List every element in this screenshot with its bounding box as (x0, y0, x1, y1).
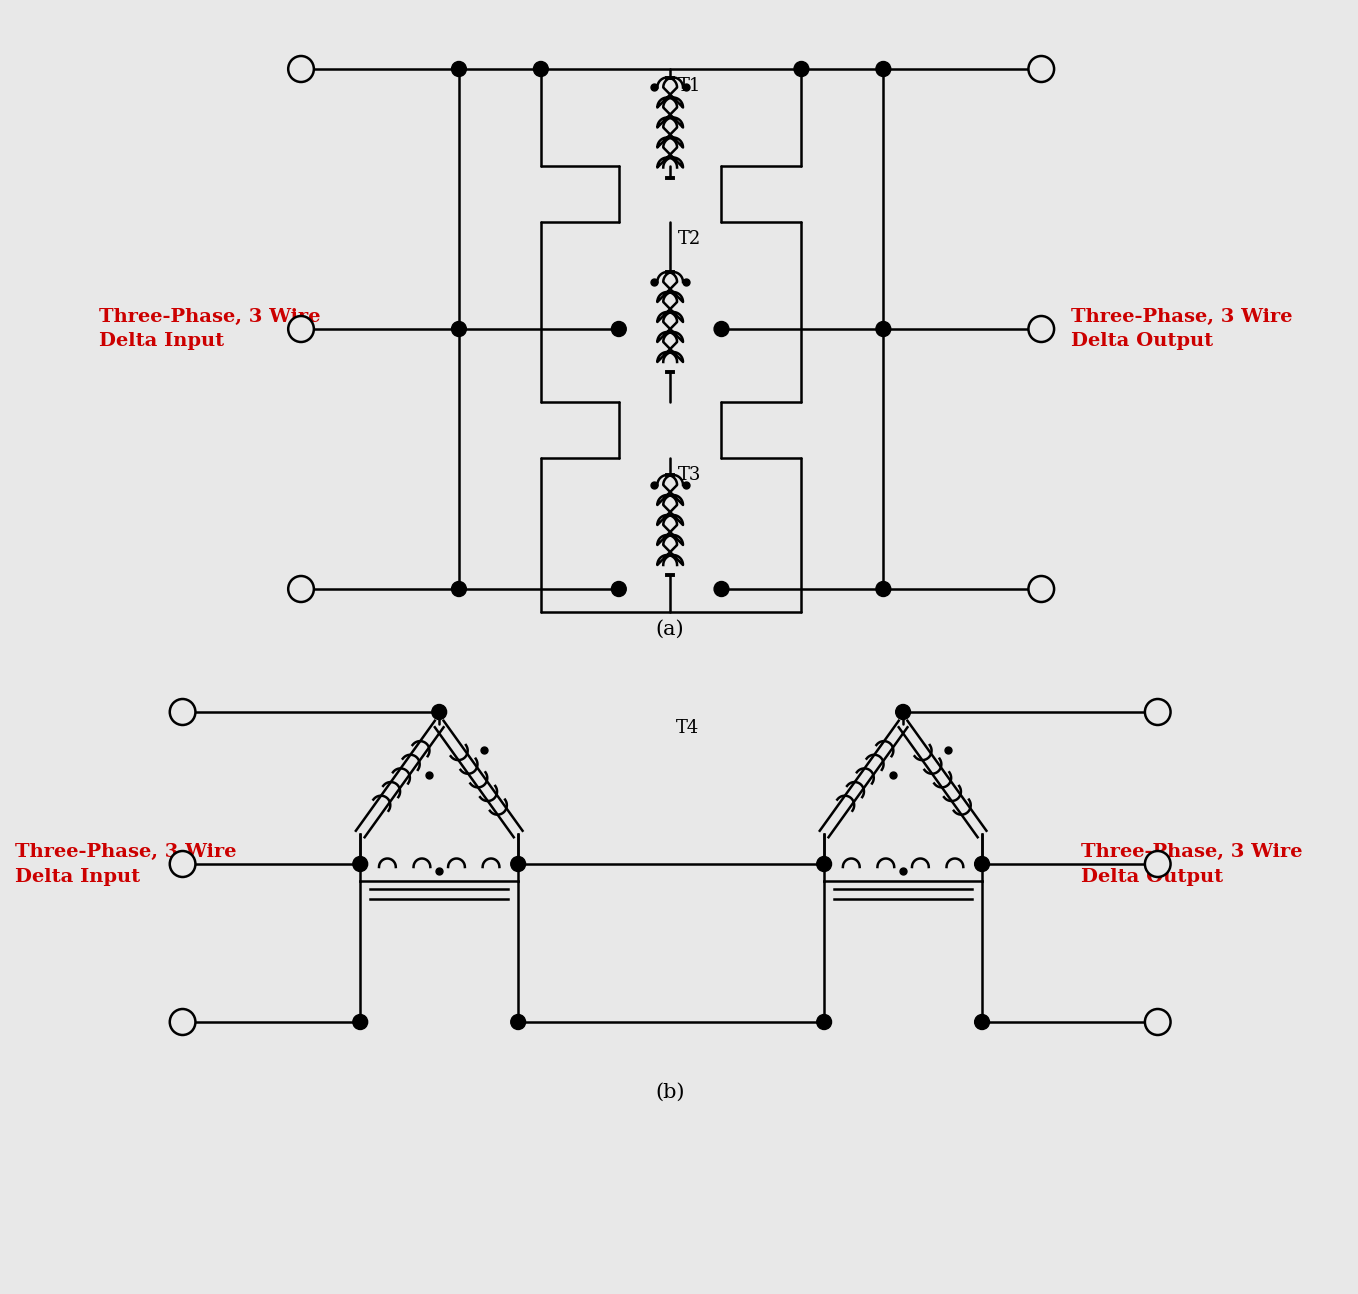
Circle shape (353, 857, 368, 871)
Circle shape (1028, 576, 1054, 602)
Circle shape (1145, 699, 1171, 725)
Text: (a): (a) (656, 620, 684, 638)
Circle shape (452, 321, 466, 336)
Circle shape (876, 581, 891, 597)
Circle shape (611, 581, 626, 597)
Circle shape (511, 857, 526, 871)
Circle shape (816, 1014, 831, 1030)
Circle shape (353, 1014, 368, 1030)
Circle shape (975, 1014, 990, 1030)
Text: Three-Phase, 3 Wire
Delta Input: Three-Phase, 3 Wire Delta Input (99, 308, 320, 351)
Circle shape (288, 576, 314, 602)
Circle shape (611, 321, 626, 336)
Circle shape (452, 62, 466, 76)
Text: Three-Phase, 3 Wire
Delta Output: Three-Phase, 3 Wire Delta Output (1081, 842, 1302, 885)
Text: T4: T4 (676, 719, 699, 738)
Text: Three-Phase, 3 Wire
Delta Output: Three-Phase, 3 Wire Delta Output (1071, 308, 1293, 351)
Text: T2: T2 (678, 230, 701, 248)
Circle shape (432, 704, 447, 719)
Text: T1: T1 (678, 78, 702, 94)
Circle shape (170, 851, 196, 877)
Circle shape (816, 857, 831, 871)
Circle shape (288, 56, 314, 82)
Circle shape (1028, 56, 1054, 82)
Circle shape (170, 1009, 196, 1035)
Circle shape (288, 316, 314, 342)
Circle shape (1028, 316, 1054, 342)
Circle shape (1145, 1009, 1171, 1035)
Circle shape (170, 699, 196, 725)
Circle shape (1145, 851, 1171, 877)
Circle shape (511, 1014, 526, 1030)
Circle shape (876, 62, 891, 76)
Circle shape (534, 62, 549, 76)
Circle shape (896, 704, 910, 719)
Circle shape (452, 581, 466, 597)
Circle shape (794, 62, 809, 76)
Text: Three-Phase, 3 Wire
Delta Input: Three-Phase, 3 Wire Delta Input (15, 842, 236, 885)
Circle shape (975, 857, 990, 871)
Circle shape (876, 321, 891, 336)
Text: (b): (b) (656, 1083, 684, 1101)
Circle shape (714, 321, 729, 336)
Circle shape (714, 581, 729, 597)
Text: T3: T3 (678, 466, 702, 484)
